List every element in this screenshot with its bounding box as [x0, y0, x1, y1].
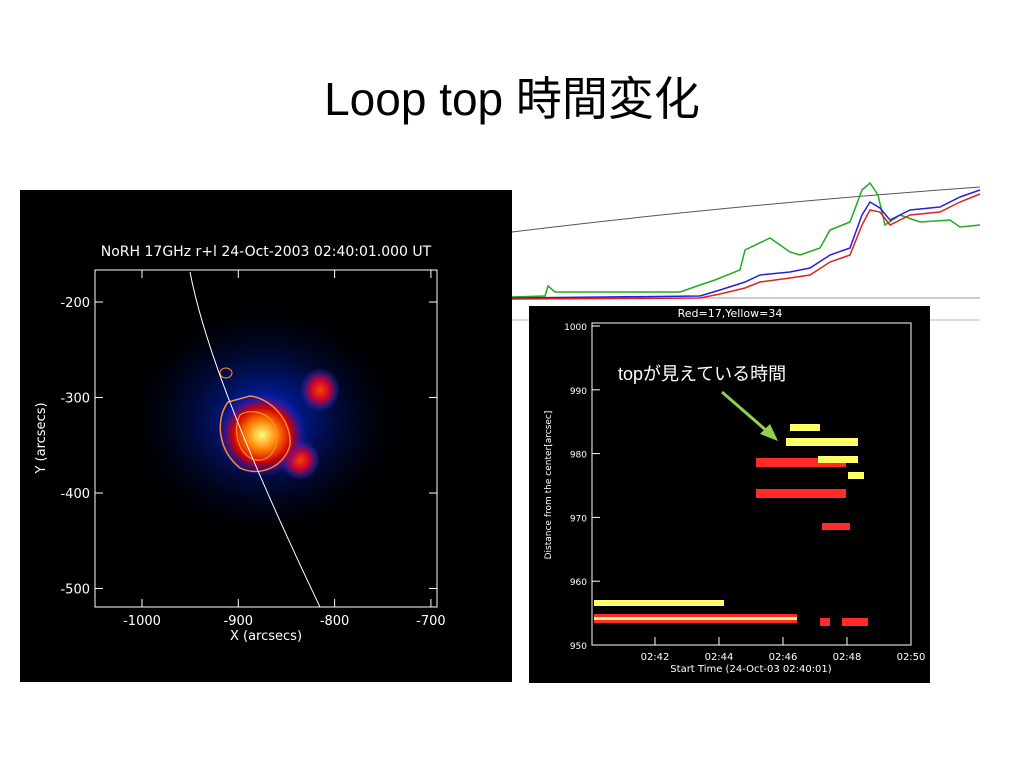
- figure-header: NoRH 17GHz r+l 24-Oct-2003 02:40:01.000 …: [101, 244, 432, 260]
- right-figure: Red=17,Yellow=34 Start Time (24-Oct-03 0…: [529, 306, 930, 683]
- x-tick-label: 02:42: [641, 652, 670, 663]
- y-tick-label: 960: [570, 578, 587, 588]
- curve: [511, 189, 981, 299]
- x-tick-label: -1000: [123, 614, 161, 629]
- y-tick-label: 1000: [564, 323, 587, 333]
- x-tick-label: 02:50: [897, 652, 926, 663]
- y-tick-label: -200: [60, 296, 90, 311]
- limb: [189, 271, 321, 608]
- points: [594, 424, 868, 626]
- x-axis-label: Start Time (24-Oct-03 02:40:01): [670, 664, 831, 675]
- y-tick-label: 980: [570, 451, 587, 461]
- plot-frame: [94, 269, 438, 608]
- plot-frame: [591, 322, 912, 646]
- y-tick-label: -500: [60, 583, 90, 598]
- x-tick-label: 02:46: [769, 652, 798, 663]
- arrow: [721, 390, 769, 434]
- y-tick-label: 990: [570, 387, 587, 397]
- emission: [217, 393, 307, 477]
- x-axis-label: X (arcsecs): [230, 629, 302, 644]
- y-tick-label: -400: [60, 487, 90, 502]
- figure-header: Red=17,Yellow=34: [678, 307, 783, 320]
- contour: [219, 395, 291, 473]
- contour: [235, 411, 278, 461]
- curve: [511, 186, 981, 233]
- arrow-head: [760, 424, 778, 441]
- y-tick-label: 970: [570, 514, 587, 524]
- y-tick-label: -300: [60, 392, 90, 407]
- y-axis-label: Distance from the center[arcsec]: [544, 411, 554, 560]
- x-tick-label: 02:48: [833, 652, 862, 663]
- contour: [219, 367, 233, 379]
- curve: [511, 193, 981, 300]
- left-figure: NoRH 17GHz r+l 24-Oct-2003 02:40:01.000 …: [20, 190, 512, 682]
- x-tick-label: 02:44: [705, 652, 734, 663]
- ticks: 950 960 970 980 990 1000 02:42 02:44 02:46 02:48 0…: [564, 323, 925, 663]
- annotation: topが見えている時間: [618, 364, 786, 384]
- y-tick-label: 950: [570, 642, 587, 652]
- curve: [511, 181, 981, 298]
- emission: [300, 368, 340, 412]
- slide-title: Loop top 時間変化: [324, 73, 700, 125]
- x-tick-label: -700: [416, 614, 446, 629]
- x-tick-label: -800: [320, 614, 350, 629]
- x-tick-label: -900: [224, 614, 254, 629]
- ticks: -200 -300 -400 -500 -1000 -900 -800 -700: [60, 270, 446, 629]
- y-axis-label: Y (arcsecs): [34, 402, 49, 474]
- light-curve: [511, 181, 981, 321]
- figure-background: [529, 306, 930, 683]
